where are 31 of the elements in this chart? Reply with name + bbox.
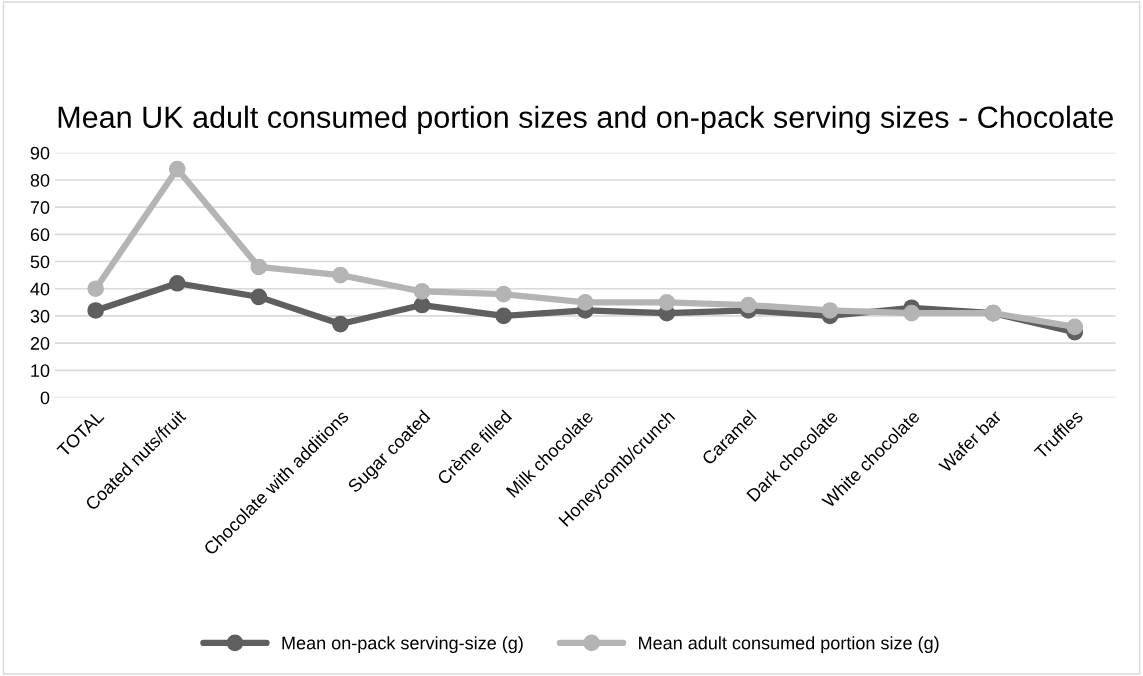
- point: [495, 307, 512, 325]
- point: [1066, 318, 1084, 336]
- point: [413, 283, 431, 300]
- y-tick-label: 50: [30, 255, 50, 269]
- y-tick-label: 70: [30, 201, 50, 214]
- chart-title: Mean UK adult consumed portion sizes and on-pack serving sizes - Chocolate: [58, 105, 1113, 135]
- point: [168, 274, 186, 292]
- y-tick-label: 20: [30, 337, 50, 350]
- y-tick-label: 90: [30, 146, 50, 160]
- point: [168, 160, 186, 178]
- point: [903, 304, 920, 322]
- point: [332, 266, 349, 284]
- point: [332, 315, 349, 333]
- legend-label: Mean on-pack serving-size (g): [282, 636, 523, 653]
- point: [658, 293, 676, 311]
- point: [413, 296, 431, 314]
- y-tick-label: 0: [40, 391, 50, 405]
- y-tick-label: 30: [30, 309, 50, 323]
- y-tick-label: 40: [30, 282, 50, 296]
- y-tick-label: 60: [30, 228, 50, 242]
- point: [576, 293, 594, 311]
- point: [87, 280, 104, 298]
- point: [821, 302, 839, 319]
- point: [87, 302, 104, 319]
- y-tick-label: 80: [30, 173, 50, 187]
- point: [250, 288, 268, 306]
- point: [495, 285, 512, 303]
- point: [740, 296, 757, 314]
- point: [250, 258, 268, 276]
- y-tick-label: 10: [31, 364, 50, 378]
- legend-label: Mean adult consumed portion size (g): [639, 636, 939, 653]
